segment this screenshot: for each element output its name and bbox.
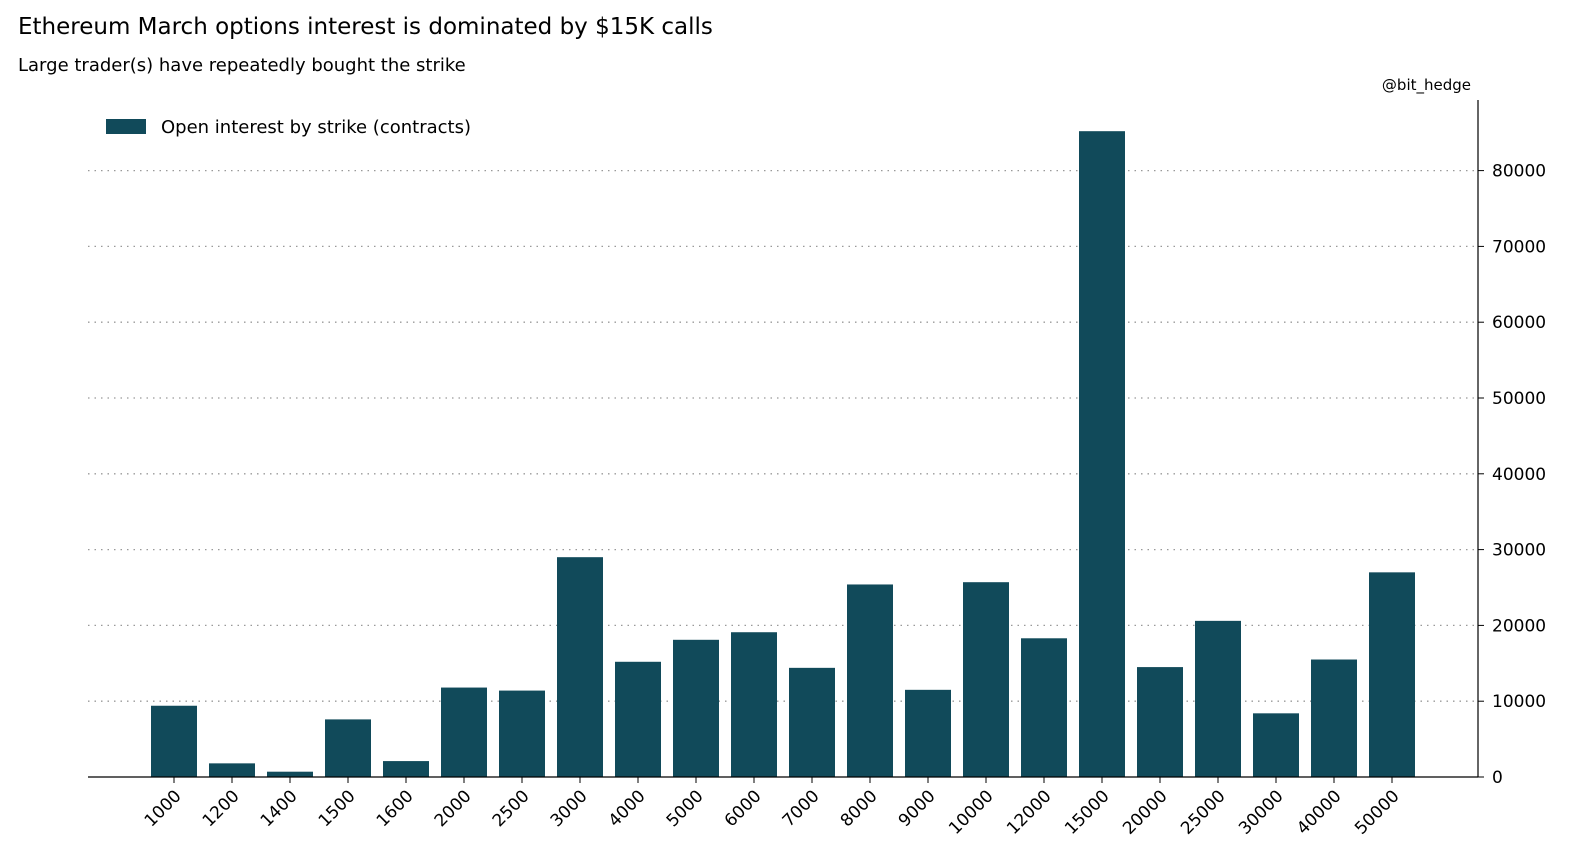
x-tick-label: 1000 (141, 786, 186, 831)
x-tick-label: 3000 (547, 786, 592, 831)
bar-1500 (325, 719, 371, 777)
x-tick-label: 5000 (663, 786, 708, 831)
y-tick-label: 80000 (1492, 162, 1546, 182)
bar-25000 (1195, 620, 1241, 777)
bar-3000 (557, 557, 603, 777)
bar-6000 (731, 632, 777, 777)
x-tick-label: 6000 (721, 786, 766, 831)
bar-1600 (383, 761, 429, 777)
legend-swatch (106, 119, 146, 134)
bar-15000 (1079, 131, 1125, 777)
x-tick-label: 10000 (945, 786, 997, 838)
bar-1000 (151, 705, 197, 777)
x-tick-label: 1500 (315, 786, 360, 831)
x-tick-label: 12000 (1003, 786, 1055, 838)
credit-label: @bit_hedge (1381, 76, 1471, 94)
bar-5000 (673, 639, 719, 777)
x-tick-label: 1600 (373, 786, 418, 831)
bar-1200 (209, 763, 255, 777)
bar-7000 (789, 667, 835, 777)
legend-label: Open interest by strike (contracts) (161, 117, 471, 138)
bar-1400 (267, 771, 313, 777)
bar-4000 (615, 661, 661, 777)
bar-20000 (1137, 667, 1183, 777)
bar-2500 (499, 690, 545, 777)
y-tick-label: 30000 (1492, 541, 1546, 561)
bar-30000 (1253, 713, 1299, 777)
bars (151, 131, 1415, 777)
bar-9000 (905, 689, 951, 777)
x-tick-label: 8000 (837, 786, 882, 831)
y-tick-label: 0 (1492, 768, 1503, 788)
x-tick-label: 15000 (1061, 786, 1113, 838)
x-tick-label: 1200 (199, 786, 244, 831)
y-tick-label: 60000 (1492, 313, 1546, 333)
bar-2000 (441, 687, 487, 777)
x-tick-label: 50000 (1351, 786, 1403, 838)
gridlines (88, 169, 1478, 702)
y-tick-label: 40000 (1492, 465, 1546, 485)
y-tick-label: 70000 (1492, 237, 1546, 257)
y-tick-label: 10000 (1492, 692, 1546, 712)
x-tick-label: 40000 (1293, 786, 1345, 838)
bar-50000 (1369, 572, 1415, 777)
y-tick-label: 20000 (1492, 616, 1546, 636)
x-tick-label: 4000 (605, 786, 650, 831)
bar-12000 (1021, 638, 1067, 777)
bar-10000 (963, 582, 1009, 777)
x-tick-label: 1400 (257, 786, 302, 831)
x-tick-label: 2000 (431, 786, 476, 831)
chart-subtitle: Large trader(s) have repeatedly bought t… (18, 55, 466, 76)
legend: Open interest by strike (contracts) (106, 117, 471, 138)
y-tick-label: 50000 (1492, 389, 1546, 409)
x-tick-label: 2500 (489, 786, 534, 831)
bar-40000 (1311, 659, 1357, 777)
chart-title: Ethereum March options interest is domin… (18, 14, 713, 40)
x-tick-label: 20000 (1119, 786, 1171, 838)
x-tick-label: 7000 (779, 786, 824, 831)
x-tick-label: 9000 (895, 786, 940, 831)
x-tick-label: 25000 (1177, 786, 1229, 838)
x-tick-label: 30000 (1235, 786, 1287, 838)
bar-8000 (847, 584, 893, 777)
